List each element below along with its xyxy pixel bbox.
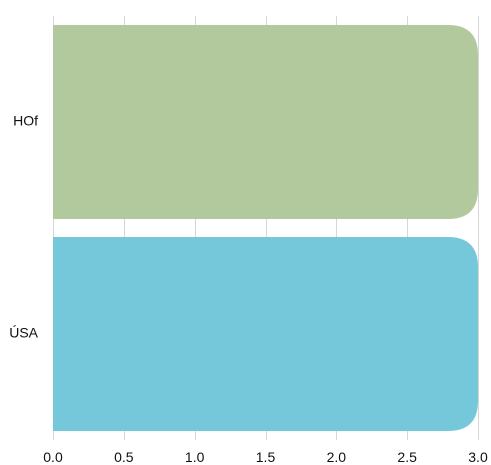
x-tick-label: 1.0 xyxy=(185,449,205,465)
category-label: ÚSA xyxy=(9,325,38,341)
x-tick-label: 2.0 xyxy=(327,449,347,465)
category-label: HOf xyxy=(13,113,38,129)
x-tick-label: 2.5 xyxy=(397,449,417,465)
x-tick-label: 0.5 xyxy=(114,449,134,465)
bars xyxy=(53,25,478,431)
category-labels: HOf ÚSA xyxy=(9,113,38,341)
x-tick-label: 0.0 xyxy=(43,449,63,465)
bar-0 xyxy=(53,25,478,219)
x-axis-tick-labels: 0.0 0.5 1.0 1.5 2.0 2.5 3.0 xyxy=(43,449,488,465)
x-tick-label: 3.0 xyxy=(468,449,488,465)
bar-1 xyxy=(53,237,478,431)
x-tick-label: 1.5 xyxy=(256,449,276,465)
